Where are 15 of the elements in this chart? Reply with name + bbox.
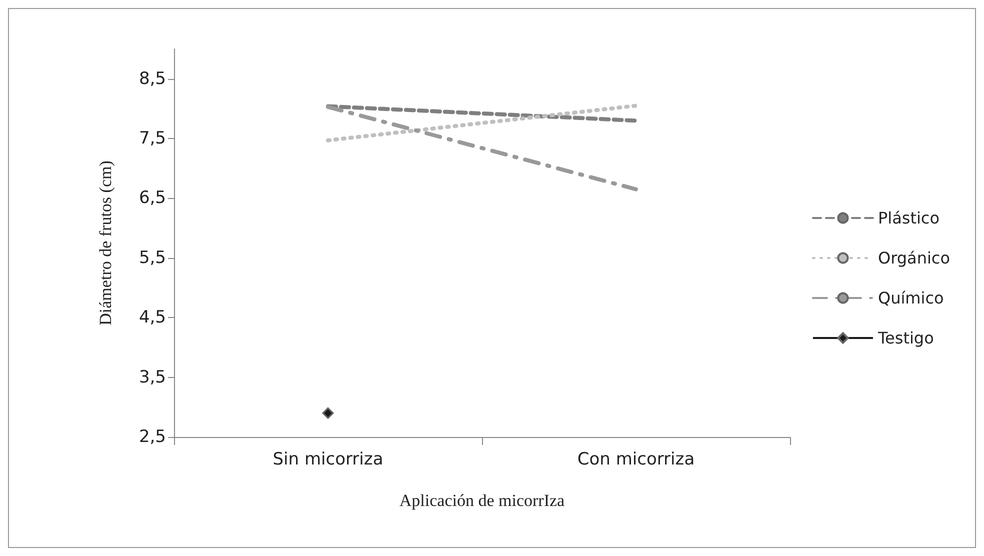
legend-label: Orgánico <box>878 248 950 268</box>
y-tick-label: 7,5 <box>138 128 166 149</box>
legend-label: Plástico <box>878 208 940 228</box>
legend-label: Químico <box>878 288 944 308</box>
x-tick-label: Sin micorriza <box>272 450 384 470</box>
y-axis-title: Diámetro de frutos (cm) <box>96 160 115 326</box>
x-tick-label: Con micorriza <box>577 450 695 470</box>
y-tick-label: 2,5 <box>138 427 166 447</box>
y-tick-label: 8,5 <box>138 68 166 89</box>
y-tick-label: 5,5 <box>138 248 166 268</box>
x-axis-title: Aplicación de micorrIza <box>399 491 566 510</box>
y-tick-label: 6,5 <box>138 188 166 208</box>
y-tick-label: 3,5 <box>138 367 166 388</box>
legend-label: Testigo <box>876 328 934 348</box>
y-tick-label: 4,5 <box>138 308 166 328</box>
